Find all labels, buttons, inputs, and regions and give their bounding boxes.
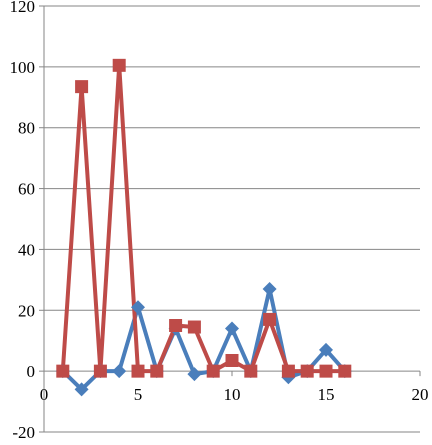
- series-1-point-11: [262, 281, 277, 296]
- series-1-point-3: [112, 364, 127, 379]
- y-tick-label-1: 0: [27, 362, 36, 381]
- series-2-point-7: [187, 320, 201, 334]
- series-1-line: [61, 287, 347, 392]
- series-2-point-10: [244, 364, 258, 378]
- series-2-point-9: [225, 353, 239, 367]
- series-1-point-1: [74, 382, 89, 397]
- x-tick-label-4: 20: [412, 385, 429, 404]
- x-tick-label-2: 10: [224, 385, 241, 404]
- x-tick-label-1: 5: [134, 385, 143, 404]
- series-2-point-11: [263, 312, 277, 326]
- series-2-point-12: [281, 364, 295, 378]
- y-tick-label-2: 20: [18, 301, 35, 320]
- series-1-point-9: [225, 321, 239, 336]
- y-tick-label-4: 60: [18, 180, 35, 199]
- x-tick-label-0: 0: [40, 385, 49, 404]
- series-2-point-14: [319, 364, 333, 378]
- series-1-point-7: [187, 367, 202, 382]
- y-tick-label-6: 100: [10, 58, 36, 77]
- y-tick-label-3: 40: [18, 240, 35, 259]
- series-2-point-5: [150, 364, 164, 378]
- series-lines: [60, 63, 347, 392]
- series-markers: [55, 58, 352, 397]
- tick-labels: -20 0 20 40 60 80 100 120 0 5 10 15 20: [10, 0, 429, 442]
- series-2-point-4: [131, 364, 145, 378]
- y-tick-label-5: 80: [18, 119, 35, 138]
- y-tick-label-0: -20: [12, 423, 35, 440]
- x-tick-label-3: 15: [318, 385, 335, 404]
- series-2-point-15: [338, 364, 352, 378]
- series-2-point-8: [206, 364, 220, 378]
- series-2-point-13: [300, 364, 314, 378]
- series-1-point-14: [319, 342, 333, 357]
- series-2-line: [60, 63, 345, 374]
- series-2-point-6: [169, 319, 183, 332]
- series-2-point-2: [93, 364, 107, 378]
- series-2-point-0: [56, 364, 70, 378]
- series-2-point-3: [112, 58, 126, 72]
- series-2-point-1: [75, 80, 89, 94]
- series-1-point-4: [131, 300, 145, 315]
- y-tick-label-7: 120: [10, 0, 36, 16]
